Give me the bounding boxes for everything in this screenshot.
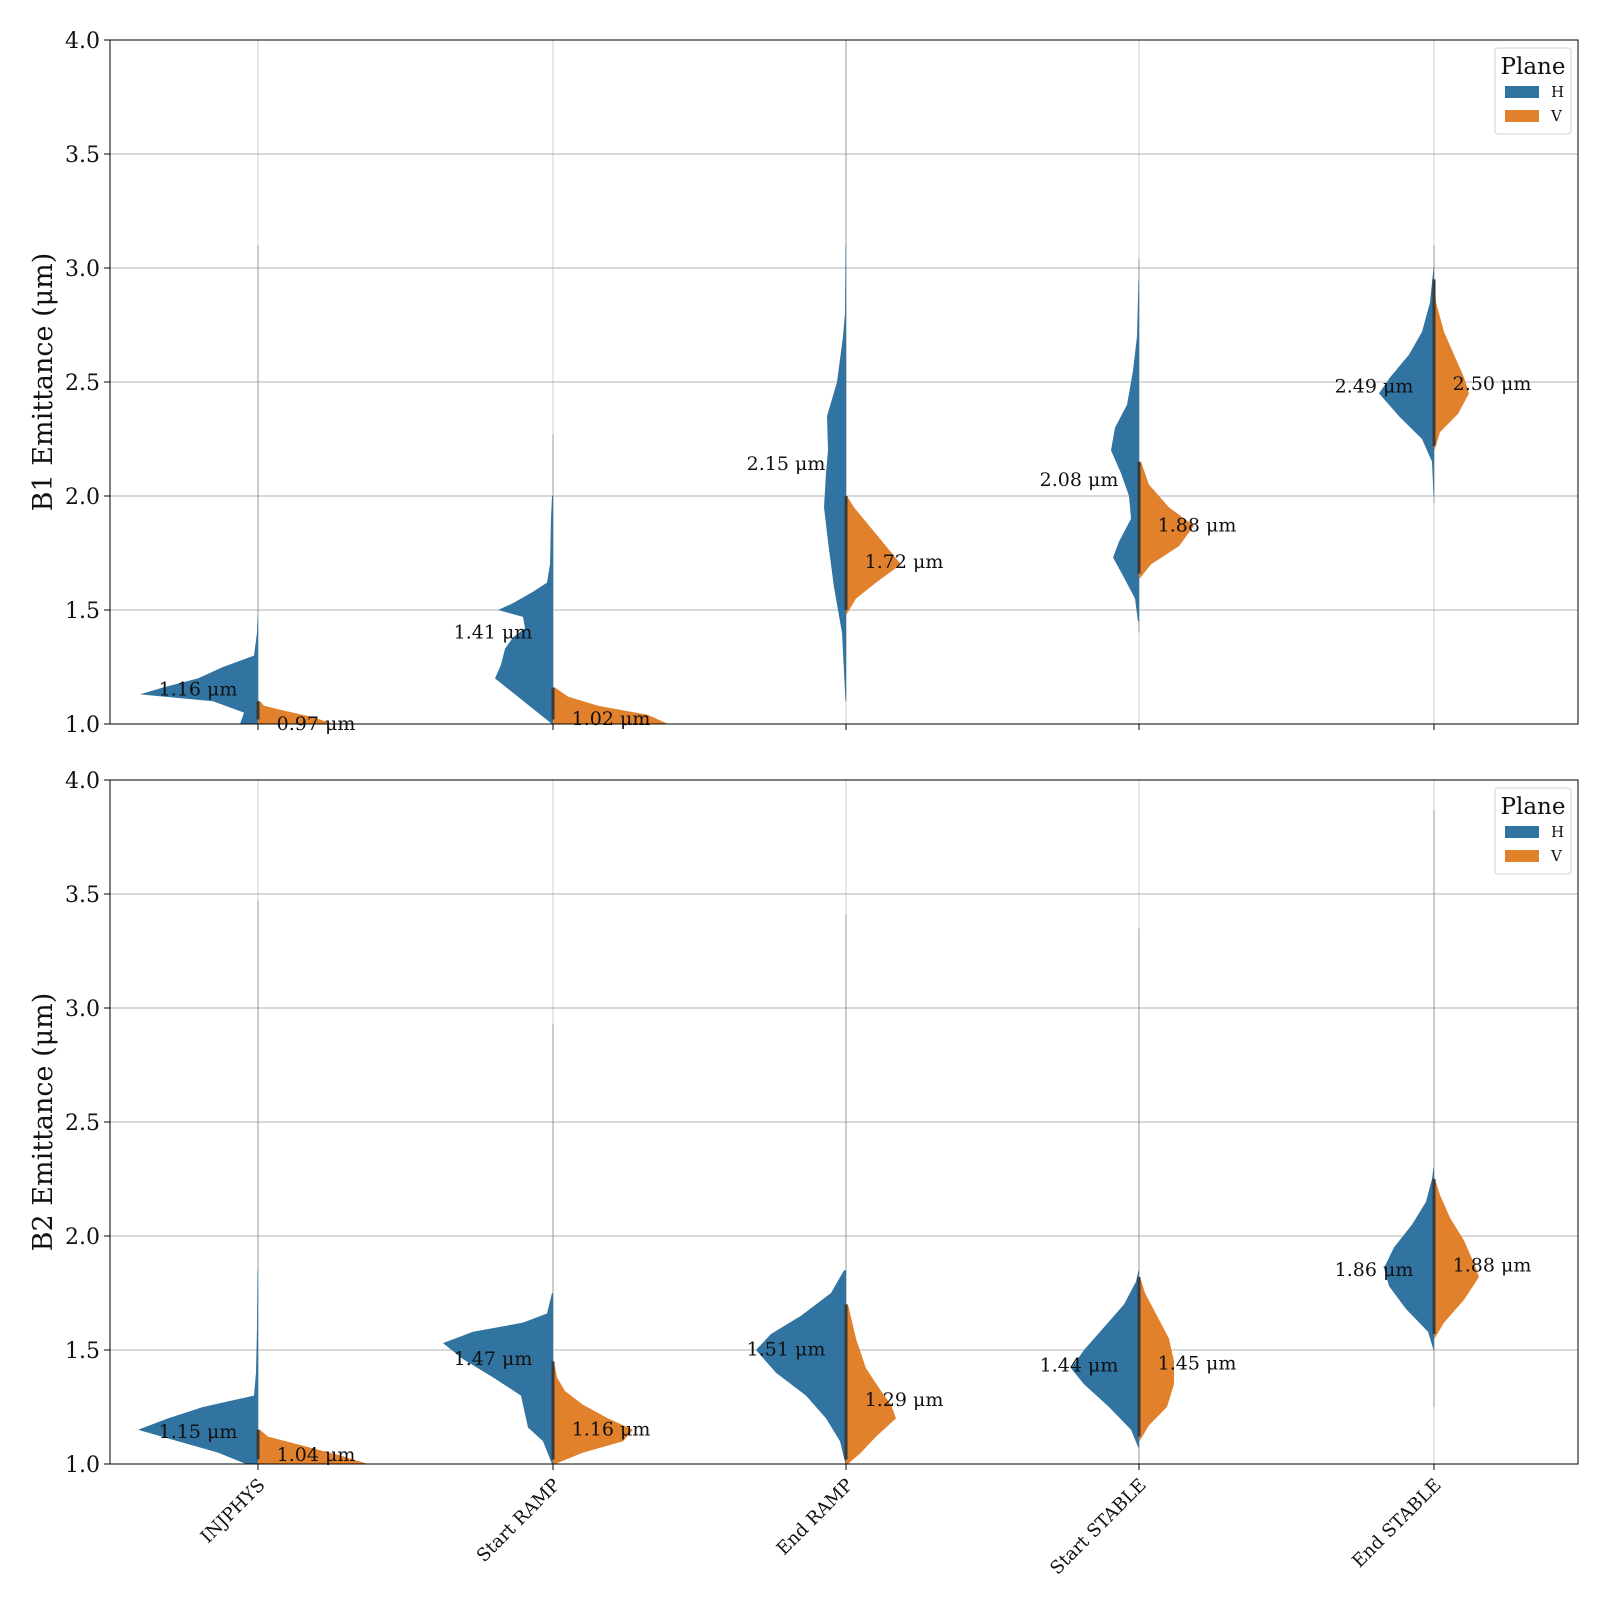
median-label-h: 2.49 μm <box>1335 375 1414 397</box>
plot-frame <box>109 39 1579 725</box>
violin-v-start-stable <box>1139 1277 1174 1442</box>
legend-entry-v: V <box>1550 107 1563 125</box>
category-label: INJPHYS <box>197 1475 270 1548</box>
violin-h-start-stable <box>1071 1270 1139 1449</box>
violin-v-end-ramp <box>846 496 901 615</box>
median-label-v: 1.29 μm <box>865 1389 944 1411</box>
median-label-h: 1.16 μm <box>159 679 238 701</box>
y-axis-label: B1 Emittance (μm) <box>28 253 59 512</box>
violin-h-end-stable <box>1384 1167 1434 1350</box>
median-label-h: 1.47 μm <box>454 1348 533 1370</box>
median-label-h: 1.51 μm <box>747 1339 826 1361</box>
ytick-label: 3.0 <box>65 997 100 1022</box>
legend-swatch-v <box>1505 850 1539 862</box>
median-label-v: 1.72 μm <box>865 551 944 573</box>
median-label-h: 1.15 μm <box>159 1421 238 1443</box>
violin-h-start-stable <box>1111 279 1139 622</box>
ytick-label: 2.0 <box>65 485 100 510</box>
ytick-label: 2.5 <box>65 1111 100 1136</box>
plot-frame <box>109 779 1579 1465</box>
violins <box>138 809 1479 1464</box>
median-label-h: 1.86 μm <box>1335 1259 1414 1281</box>
violins <box>140 40 1469 724</box>
median-label-h: 1.41 μm <box>454 622 533 644</box>
ytick-label: 1.0 <box>65 1453 100 1478</box>
legend-entry-h: H <box>1551 823 1564 841</box>
violin-h-end-ramp <box>824 245 846 702</box>
violin-v-injphys <box>258 1429 368 1464</box>
ytick-label: 4.0 <box>65 769 100 794</box>
ytick-label: 3.5 <box>65 883 100 908</box>
ytick-label: 2.5 <box>65 371 100 396</box>
legend-swatch-h <box>1505 826 1539 838</box>
category-label: End STABLE <box>1348 1475 1445 1572</box>
category-label: Start STABLE <box>1046 1475 1150 1579</box>
legend-swatch-v <box>1505 110 1539 122</box>
category-label: Start RAMP <box>473 1475 565 1567</box>
ytick-label: 2.0 <box>65 1225 100 1250</box>
median-label-h: 1.44 μm <box>1040 1355 1119 1377</box>
median-label-v: 1.02 μm <box>572 708 651 730</box>
median-label-v: 1.16 μm <box>572 1419 651 1441</box>
legend-entry-v: V <box>1550 847 1563 865</box>
panel-2: 1.0 1.5 2.0 2.5 3.0 3.5 4.0 B2 Emittance (μm) 1.… <box>28 769 1579 1579</box>
violin-v-injphys <box>258 701 333 724</box>
y-axis-label: B2 Emittance (μm) <box>28 993 59 1252</box>
legend-swatch-h <box>1505 86 1539 98</box>
violin-h-injphys <box>140 616 258 724</box>
median-label-h: 2.08 μm <box>1040 469 1119 491</box>
ytick-label: 3.0 <box>65 257 100 282</box>
violin-h-end-ramp <box>756 1270 846 1464</box>
ytick-label: 4.0 <box>65 29 100 54</box>
median-label-v: 1.88 μm <box>1158 514 1237 536</box>
category-label: End RAMP <box>773 1475 858 1560</box>
ytick-label: 1.5 <box>65 599 100 624</box>
legend-title: Plane <box>1501 54 1566 80</box>
legend-title: Plane <box>1501 794 1566 820</box>
panel-1: 1.0 1.5 2.0 2.5 3.0 3.5 4.0 B1 Emittance (μm) 1.… <box>28 29 1579 738</box>
median-label-v: 2.50 μm <box>1453 373 1532 395</box>
violin-v-start-ramp <box>553 687 668 724</box>
median-label-v: 1.88 μm <box>1453 1254 1532 1276</box>
median-label-v: 1.45 μm <box>1158 1352 1237 1374</box>
violin-h-end-stable <box>1379 268 1434 496</box>
violin-h-injphys <box>138 1270 258 1464</box>
median-label-v: 1.04 μm <box>277 1444 356 1466</box>
violin-v-end-stable <box>1434 1179 1479 1339</box>
violin-h-start-ramp <box>495 496 553 724</box>
violin-v-end-ramp <box>846 1304 896 1464</box>
legend-entry-h: H <box>1551 83 1564 101</box>
violin-v-start-ramp <box>553 1361 633 1464</box>
ytick-label: 3.5 <box>65 143 100 168</box>
ytick-label: 1.5 <box>65 1339 100 1364</box>
median-label-h: 2.15 μm <box>747 453 826 475</box>
violin-h-start-ramp <box>443 1293 553 1464</box>
violin-v-end-stable <box>1434 279 1469 451</box>
violin-v-start-stable <box>1139 461 1194 579</box>
ytick-label: 1.0 <box>65 713 100 738</box>
